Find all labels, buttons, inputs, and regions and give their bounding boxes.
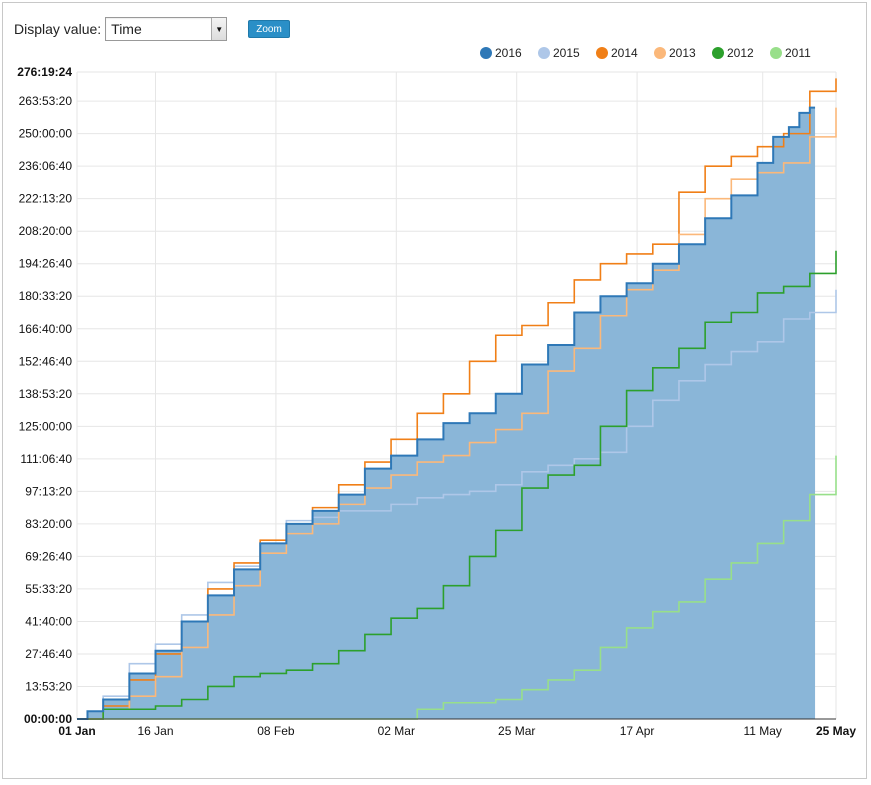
- legend-marker-2016[interactable]: [480, 47, 492, 59]
- legend-marker-2013[interactable]: [654, 47, 666, 59]
- x-tick-label: 11 May: [743, 724, 781, 738]
- legend-label-2013[interactable]: 2013: [669, 46, 696, 60]
- legend-label-2012[interactable]: 2012: [727, 46, 754, 60]
- y-tick-label: 97:13:20: [25, 484, 72, 498]
- y-tick-label: 276:19:24: [17, 65, 72, 79]
- display-value-select[interactable]: Time ▼: [105, 17, 228, 41]
- y-tick-label: 55:33:20: [25, 582, 72, 596]
- display-value-selected: Time: [111, 21, 142, 37]
- y-tick-label: 236:06:40: [19, 159, 73, 173]
- legend-label-2011[interactable]: 2011: [785, 46, 811, 60]
- series-line-2016: [77, 106, 816, 720]
- y-tick-label: 00:00:00: [24, 712, 72, 726]
- x-tick-label: 02 Mar: [378, 724, 415, 738]
- y-tick-label: 27:46:40: [25, 647, 72, 661]
- series-area-2016: [77, 107, 816, 720]
- y-tick-label: 166:40:00: [19, 322, 73, 336]
- legend-label-2015[interactable]: 2015: [553, 46, 580, 60]
- y-tick-label: 222:13:20: [19, 192, 73, 206]
- chevron-down-icon[interactable]: ▼: [211, 18, 227, 40]
- legend-marker-2011[interactable]: [770, 47, 782, 59]
- display-value-label: Display value:: [14, 21, 102, 37]
- x-tick-label: 16 Jan: [138, 724, 174, 738]
- x-tick-label: 01 Jan: [58, 724, 95, 738]
- y-tick-label: 69:26:40: [25, 549, 72, 563]
- legend-label-2016[interactable]: 2016: [495, 46, 522, 60]
- y-tick-label: 111:06:40: [20, 452, 72, 466]
- series-line-2012: [77, 250, 837, 720]
- x-tick-label: 17 Apr: [620, 724, 655, 738]
- legend-marker-2014[interactable]: [596, 47, 608, 59]
- y-tick-label: 194:26:40: [19, 257, 73, 271]
- zoom-button[interactable]: Zoom: [248, 20, 290, 38]
- y-tick-label: 13:53:20: [25, 679, 72, 693]
- y-tick-label: 41:40:00: [25, 614, 72, 628]
- x-tick-label: 25 Mar: [498, 724, 535, 738]
- legend-marker-2012[interactable]: [712, 47, 724, 59]
- x-tick-label: 08 Feb: [257, 724, 295, 738]
- y-tick-label: 138:53:20: [19, 387, 73, 401]
- series-line-2013: [77, 107, 837, 720]
- y-tick-label: 180:33:20: [19, 289, 73, 303]
- y-tick-label: 263:53:20: [19, 94, 73, 108]
- y-tick-label: 152:46:40: [19, 354, 73, 368]
- y-tick-label: 208:20:00: [19, 224, 73, 238]
- display-value-control: Display value: Time ▼: [14, 16, 228, 42]
- legend-marker-2015[interactable]: [538, 47, 550, 59]
- series-line-2011: [77, 455, 837, 720]
- x-tick-label: 25 May: [816, 724, 856, 738]
- y-tick-label: 83:20:00: [25, 517, 72, 531]
- legend-label-2014[interactable]: 2014: [611, 46, 638, 60]
- y-tick-label: 125:00:00: [19, 419, 73, 433]
- y-tick-label: 250:00:00: [19, 127, 73, 141]
